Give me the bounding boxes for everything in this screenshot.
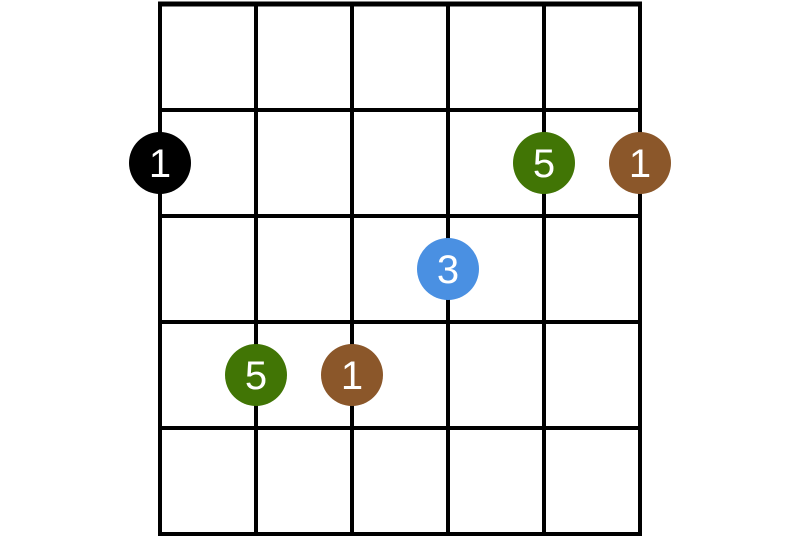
fretboard-grid — [158, 1, 642, 536]
note-label: 3 — [437, 248, 459, 292]
note-markers: 1 5 1 3 5 1 — [129, 132, 671, 406]
note-dot-root_open — [129, 132, 191, 194]
note-label: 5 — [533, 142, 555, 186]
note-marker: 5 — [225, 344, 287, 406]
note-marker: 1 — [129, 132, 191, 194]
note-label: 5 — [245, 354, 267, 398]
note-dot-root — [609, 132, 671, 194]
note-label: 1 — [149, 142, 171, 186]
note-dot-fifth — [225, 344, 287, 406]
note-marker: 1 — [609, 132, 671, 194]
note-dot-fifth — [513, 132, 575, 194]
note-dot-root — [321, 344, 383, 406]
note-marker: 1 — [321, 344, 383, 406]
note-marker: 3 — [417, 238, 479, 300]
note-label: 1 — [341, 354, 363, 398]
note-marker: 5 — [513, 132, 575, 194]
note-label: 1 — [629, 142, 651, 186]
note-dot-third — [417, 238, 479, 300]
